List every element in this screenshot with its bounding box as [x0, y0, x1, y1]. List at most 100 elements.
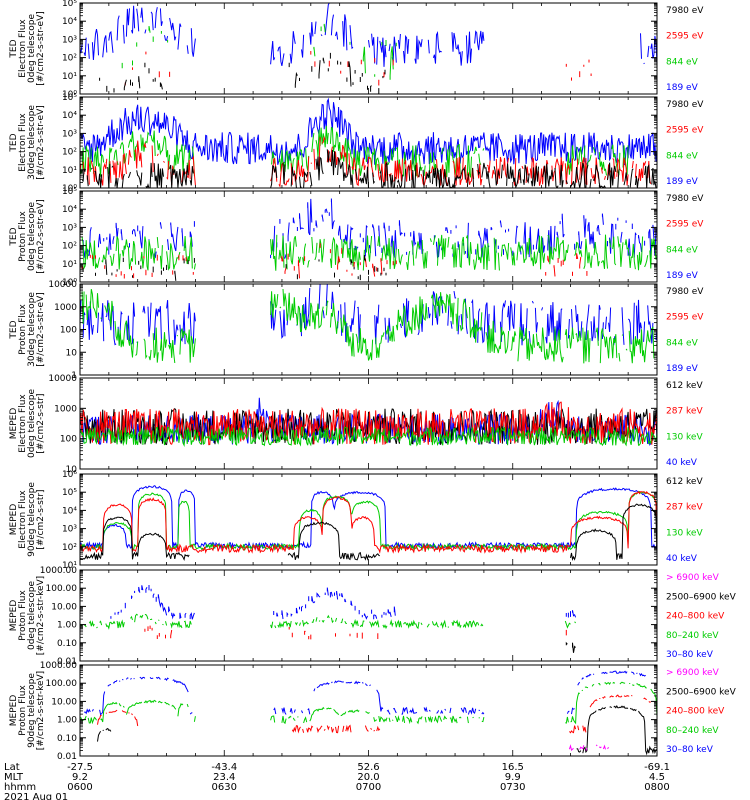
y-tick-label: 0.01	[57, 657, 77, 667]
panel-ted-p-30deg: 1 10 100 1000 10000 TED Proton Flux 30deg teles…	[9, 280, 704, 381]
y-tick-label: 10000	[48, 280, 77, 290]
legend-entry: 80–240 keV	[666, 631, 719, 641]
y-tick-label: 10³	[62, 129, 77, 139]
legend-entry: 844 eV	[666, 151, 699, 161]
legend-entry: 844 eV	[666, 245, 699, 255]
legend-entry: 80–240 keV	[666, 726, 719, 736]
series-ted-e-0deg-2	[124, 51, 592, 86]
series-meped-p-90deg-1	[80, 681, 657, 725]
x-tick-label: 0730	[500, 782, 525, 793]
series-ted-p-30deg-1	[81, 288, 657, 364]
y-axis-label: [#/cm2-s-str-eV]	[36, 199, 46, 274]
y-axis-label: TED	[9, 227, 19, 246]
x-date-label: 2021 Aug 01	[4, 792, 68, 800]
y-tick-label: 10⁴	[62, 205, 77, 215]
legend-entry: 7980 eV	[666, 100, 704, 110]
legend-entry: 2595 eV	[666, 313, 704, 323]
y-tick-label: 0.01	[57, 752, 77, 762]
y-axis-label: Proton Flux	[18, 304, 28, 355]
series-ted-e-0deg-3	[99, 52, 386, 94]
y-tick-label: 10	[66, 348, 78, 358]
y-tick-label: 10¹	[62, 561, 77, 571]
series-meped-p-0deg-1	[80, 613, 576, 630]
y-tick-label: 10⁰	[62, 184, 77, 194]
y-axis-label: 0deg telescope	[27, 14, 37, 84]
legend-entry: 287 keV	[666, 503, 703, 513]
y-axis-label: [#/cm2-s-str-eV]	[36, 105, 46, 180]
series-meped-p-90deg-4	[568, 744, 610, 752]
y-tick-label: 10¹	[62, 260, 77, 270]
legend-entry: 7980 eV	[666, 194, 704, 204]
y-tick-label: 0.10	[57, 639, 77, 649]
y-tick-label: 1000.00	[40, 661, 77, 671]
y-tick-label: 10⁴	[62, 111, 77, 121]
x-tick-label: -69.1	[644, 762, 670, 773]
legend-entry: 240–800 keV	[666, 707, 725, 717]
legend-entry: 287 keV	[666, 407, 703, 417]
series-ted-e-30deg-1	[80, 125, 629, 178]
y-axis-label: [#/cm2-s-str-eV]	[36, 292, 46, 367]
y-axis-label: TED	[9, 133, 19, 152]
series-meped-e-0deg-3	[80, 426, 657, 447]
series-meped-e-90deg-3	[80, 503, 657, 562]
y-axis-label: [#/cm2-s-str-eV]	[36, 11, 46, 86]
legend-entry: 130 keV	[666, 528, 703, 538]
y-tick-label: 10⁵	[62, 488, 77, 498]
y-tick-label: 10²	[62, 148, 77, 158]
y-tick-label: 10⁶	[62, 470, 77, 480]
y-tick-label: 10⁵	[62, 187, 77, 197]
y-tick-label: 10¹	[62, 72, 77, 82]
series-meped-e-90deg-0	[80, 485, 657, 550]
x-tick-label: 0600	[67, 782, 92, 793]
series-ted-p-0deg-1	[81, 234, 657, 271]
y-axis-label: Electron Flux	[18, 394, 28, 453]
panel-meped-e-0deg: 10 100 1000 10000 MEPED Electron Flux 0deg tel…	[9, 374, 703, 475]
legend-entry: 7980 eV	[666, 287, 704, 297]
y-axis-label: 30deg telescope	[27, 105, 37, 180]
x-row-label-lat: Lat	[4, 762, 20, 773]
legend-entry: 2595 eV	[666, 220, 704, 230]
x-tick-label: 9.9	[505, 772, 521, 783]
y-axis-label: [#/cm2-s-str]	[36, 393, 46, 453]
panel-meped-p-90deg: 0.01 0.10 1.00 10.00 100.00 1000.00 MEPED Proto…	[9, 661, 737, 762]
x-tick-label: 4.5	[649, 772, 665, 783]
legend-entry: 189 eV	[666, 364, 699, 374]
y-tick-label: 0.10	[57, 734, 77, 744]
series-meped-p-0deg-2	[144, 625, 567, 640]
legend-entry: 30–80 keV	[666, 650, 714, 660]
y-tick-label: 10⁰	[62, 278, 77, 288]
y-axis-label: Proton Flux	[18, 211, 28, 262]
y-axis-label: Proton Flux	[18, 685, 28, 736]
legend-entry: 240–800 keV	[666, 612, 725, 622]
series-meped-p-90deg-3	[97, 704, 657, 756]
legend-entry: 40 keV	[666, 458, 698, 468]
panel-frame	[79, 96, 658, 189]
y-tick-label: 10⁴	[62, 506, 77, 516]
y-tick-label: 10.00	[51, 697, 77, 707]
series-ted-p-0deg-3	[82, 255, 387, 281]
legend-entry: 189 eV	[666, 271, 699, 281]
y-tick-label: 10²	[62, 242, 77, 252]
series-ted-p-30deg-0	[80, 284, 657, 346]
legend-entry: 844 eV	[666, 57, 699, 67]
panel-frame	[79, 283, 658, 376]
y-axis-label: MEPED	[9, 600, 19, 632]
x-tick-label: 0800	[644, 782, 669, 793]
y-axis-label: 90deg telescope	[27, 482, 37, 557]
panel-frame	[79, 2, 658, 95]
y-axis-label: 90deg telescope	[27, 673, 37, 748]
legend-entry: 189 eV	[666, 177, 699, 187]
y-axis-label: MEPED	[9, 695, 19, 727]
x-row-label-hhmm: hhmm	[4, 782, 36, 793]
panel-frame	[79, 664, 658, 757]
y-axis-label: 0deg telescope	[27, 389, 37, 459]
series-meped-p-90deg-0	[84, 671, 657, 714]
legend-entry: 844 eV	[666, 338, 699, 348]
legend-entry: 2500–6900 keV	[666, 592, 737, 602]
series-ted-e-30deg-3	[81, 149, 657, 188]
y-tick-label: 10³	[62, 525, 77, 535]
y-axis-label: MEPED	[9, 504, 19, 536]
x-tick-label: 0630	[212, 782, 237, 793]
legend-entry: 2595 eV	[666, 126, 704, 136]
